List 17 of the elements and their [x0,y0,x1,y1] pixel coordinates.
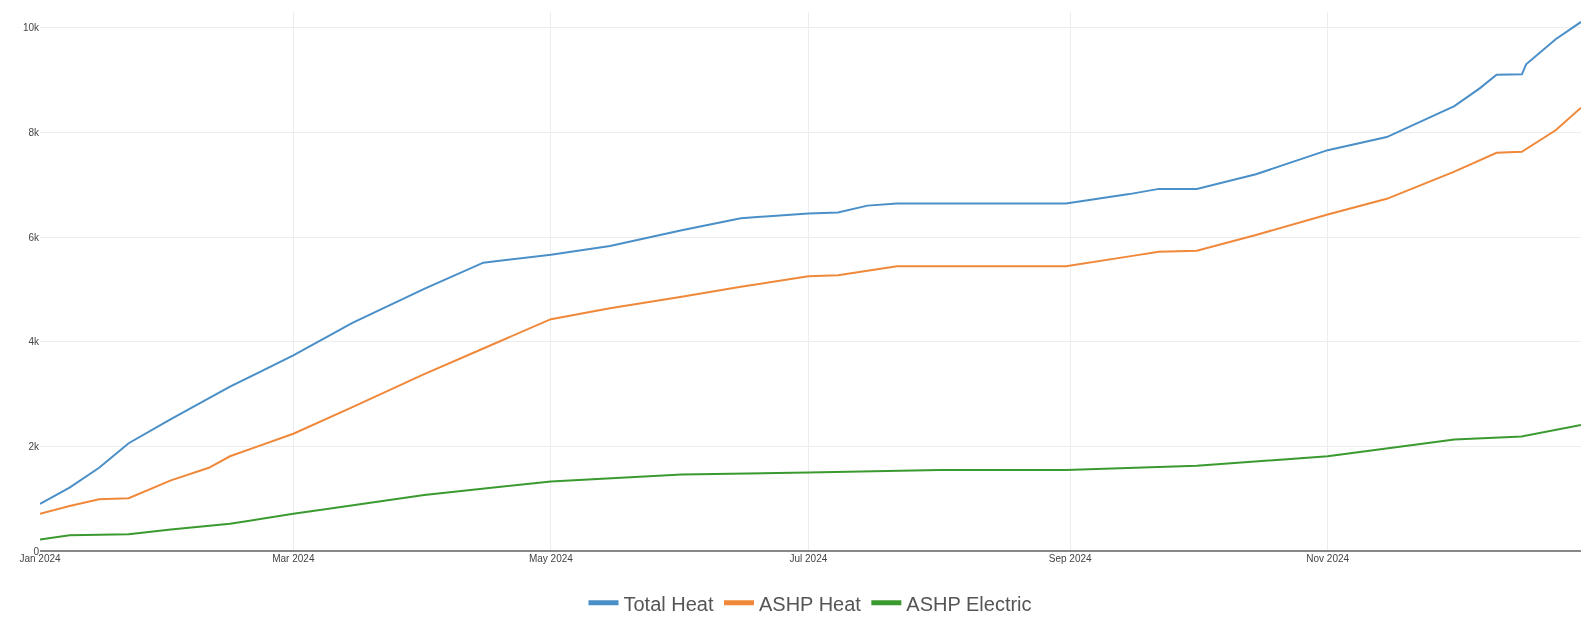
x-tick-label: Jul 2024 [789,553,828,564]
line-series [40,423,1581,541]
y-tick-label: 6k [28,231,40,243]
x-tick-label: Sep 2024 [1048,553,1092,564]
x-tick-label: Mar 2024 [272,553,315,564]
x-tick-label: Nov 2024 [1306,553,1350,564]
x-tick-label: May 2024 [528,553,574,564]
y-tick-label: 8k [28,126,40,138]
legend-label: ASHP Heat [758,592,862,615]
line-series [40,20,1581,505]
y-tick-label: 10k [22,22,40,34]
y-tick-label: 0 [33,545,40,557]
legend-label: ASHP Electric [906,592,1032,615]
line-series [40,106,1581,515]
y-tick-label: 4k [28,336,40,348]
y-tick-label: 2k [28,440,40,452]
legend-label: Total Heat [623,592,714,615]
